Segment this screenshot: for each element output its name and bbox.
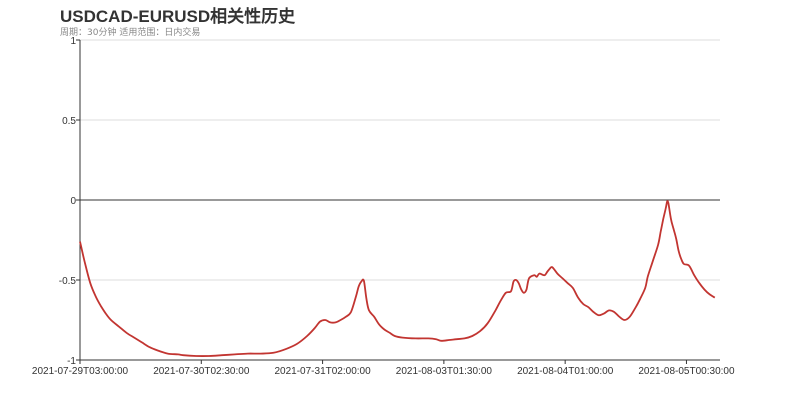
x-tick-label: 2021-08-05T00:30:00	[638, 366, 735, 377]
x-tick-label: 2021-07-30T02:30:00	[153, 366, 250, 377]
grid-lines	[80, 39, 720, 281]
series-group	[79, 200, 716, 357]
x-tick-label: 2021-08-03T01:30:00	[396, 366, 493, 377]
x-tick-label: 2021-07-31T02:00:00	[274, 366, 371, 377]
series-line	[79, 200, 716, 357]
chart-subtitle: 周期：30分钟 适用范围：日内交易	[60, 28, 201, 38]
y-tick-label: 0.5	[62, 116, 76, 127]
y-tick-label: -1	[67, 356, 76, 367]
x-tick-labels: 2021-07-29T03:00:00 2021-07-30T02:30:00 20…	[32, 366, 735, 377]
chart-title: USDCAD-EURUSD相关性历史	[60, 7, 296, 26]
y-tick-labels: 1 0.5 0 -0.5 -1	[59, 36, 77, 367]
y-tick-label: 1	[70, 36, 76, 47]
axes	[76, 39, 720, 364]
y-tick-label: -0.5	[59, 276, 77, 287]
x-tick-label: 2021-08-04T01:00:00	[517, 366, 614, 377]
x-tick-label: 2021-07-29T03:00:00	[32, 366, 129, 377]
y-tick-label: 0	[70, 196, 76, 207]
